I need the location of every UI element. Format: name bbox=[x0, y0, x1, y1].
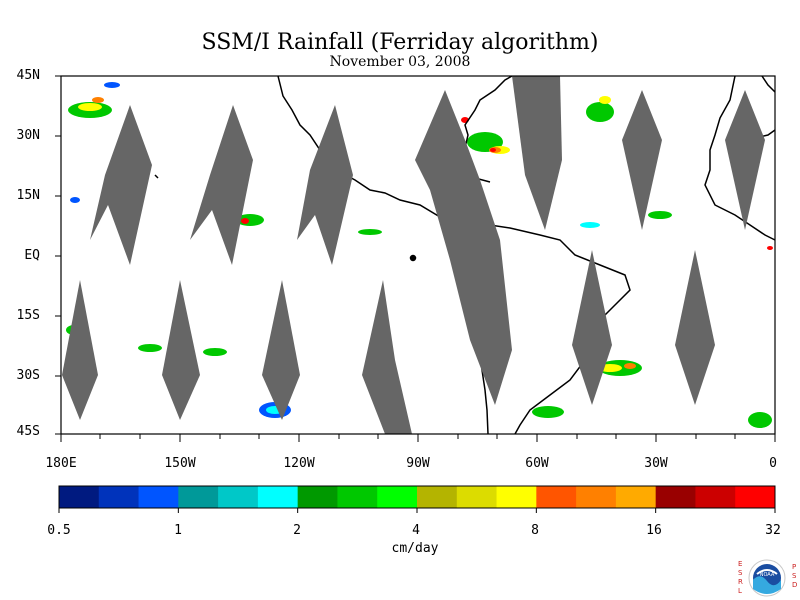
colorbar-swatch bbox=[257, 486, 299, 508]
lon-label-150w: 150W bbox=[164, 456, 196, 471]
colorbar-tick-label: 2 bbox=[293, 523, 301, 538]
lat-label-45n: 45N bbox=[16, 68, 40, 83]
lon-label-180e: 180E bbox=[45, 456, 77, 471]
colorbar-swatch bbox=[615, 486, 657, 508]
logo-text: NOAA bbox=[760, 572, 775, 578]
colorbar-swatch bbox=[59, 486, 100, 508]
lat-label-15n: 15N bbox=[16, 188, 40, 203]
lat-label-30n: 30N bbox=[16, 128, 40, 143]
lat-label-15s: 15S bbox=[16, 308, 40, 323]
colorbar-swatch bbox=[456, 486, 498, 508]
colorbar-swatch bbox=[337, 486, 378, 508]
colorbar-tick-label: 16 bbox=[646, 523, 662, 538]
colorbar-units: cm/day bbox=[391, 541, 439, 556]
no-data-swaths bbox=[62, 76, 765, 434]
colorbar-swatch bbox=[417, 486, 458, 508]
lon-label-30w: 30W bbox=[644, 456, 668, 471]
colorbar-tick-label: 8 bbox=[531, 523, 539, 538]
logo-letter: S bbox=[792, 572, 797, 580]
noaa-logo: E S R L NOAA P S D bbox=[735, 557, 799, 599]
lat-label-45s: 45S bbox=[16, 424, 40, 439]
colorbar-tick-label: 0.5 bbox=[47, 523, 71, 538]
colorbar-swatch bbox=[655, 486, 696, 508]
map-date: November 03, 2008 bbox=[329, 54, 471, 70]
colorbar-swatch bbox=[138, 486, 179, 508]
lat-label-eq: EQ bbox=[24, 248, 40, 263]
colorbar-swatch bbox=[496, 486, 537, 508]
logo-letter: E bbox=[738, 560, 743, 568]
colorbar-swatch bbox=[377, 486, 418, 508]
colorbar-swatch bbox=[98, 486, 140, 508]
colorbar-swatch bbox=[695, 486, 736, 508]
colorbar bbox=[58, 485, 776, 513]
colorbar-tick-label: 32 bbox=[765, 523, 781, 538]
lat-label-30s: 30S bbox=[16, 368, 40, 383]
colorbar-swatch bbox=[178, 486, 219, 508]
logo-letter: D bbox=[792, 581, 798, 589]
logo-letter: L bbox=[738, 587, 742, 595]
logo-letter: R bbox=[738, 578, 743, 586]
colorbar-swatch bbox=[576, 486, 617, 508]
colorbar-swatch bbox=[735, 486, 776, 508]
axis-ticks bbox=[55, 75, 776, 442]
colorbar-swatch bbox=[297, 486, 338, 508]
lon-label-120w: 120W bbox=[283, 456, 315, 471]
lon-label-90w: 90W bbox=[406, 456, 430, 471]
logo-letter: S bbox=[738, 569, 743, 577]
noaa-emblem-icon: NOAA bbox=[748, 559, 786, 597]
lon-label-60w: 60W bbox=[525, 456, 549, 471]
colorbar-tick-label: 1 bbox=[174, 523, 182, 538]
colorbar-swatch bbox=[218, 486, 259, 508]
colorbar-swatch bbox=[536, 486, 577, 508]
map-title: SSM/I Rainfall (Ferriday algorithm) bbox=[201, 30, 599, 55]
lon-label-0: 0 bbox=[769, 456, 777, 471]
logo-letter: P bbox=[792, 563, 797, 571]
colorbar-tick-label: 4 bbox=[412, 523, 420, 538]
